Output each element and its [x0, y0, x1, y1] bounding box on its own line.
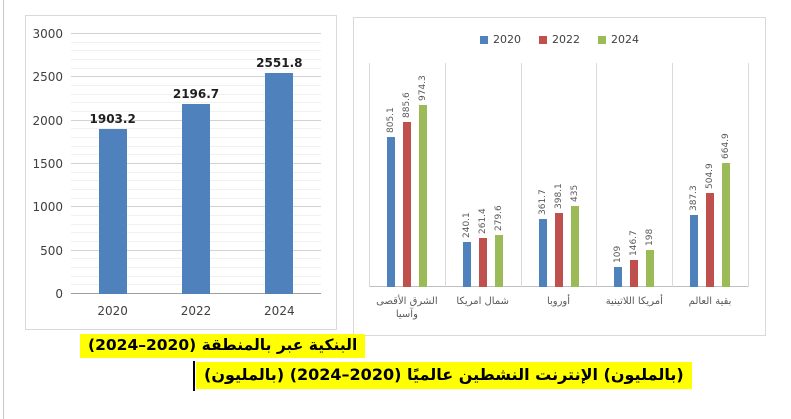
- y-tick-label: 3000: [32, 27, 63, 41]
- y-tick-label: 0: [55, 287, 63, 301]
- gridline: [71, 59, 321, 60]
- panel-separator: [672, 63, 673, 287]
- bar-2022: [182, 103, 210, 294]
- y-tick-label: 1500: [32, 157, 63, 171]
- panel-separator: [748, 63, 749, 287]
- bar-2020: [690, 214, 699, 287]
- x-tick-label: 2020: [97, 304, 128, 318]
- text-cursor: [193, 361, 195, 391]
- caption-internet-users: (بالمليون) الإنترنت النشطين عالميًا (202…: [196, 362, 692, 389]
- bar-value-label-rotated: 146.7: [629, 229, 640, 256]
- bar-value-label: 2551.8: [256, 55, 303, 70]
- panel-separator: [596, 63, 597, 287]
- legend-swatch: [480, 35, 488, 44]
- gridline: [71, 67, 321, 69]
- panel-separator: [369, 63, 370, 287]
- page-left-border: [3, 0, 4, 419]
- panel-separator: [445, 63, 446, 287]
- bar-value-label-rotated: 435: [569, 184, 580, 202]
- panel-separator: [521, 63, 522, 287]
- chart-legend: 2020 2022 2024: [354, 33, 765, 46]
- bar-value-label-rotated: 361.7: [537, 189, 548, 216]
- legend-label: 2020: [493, 33, 521, 46]
- gridline: [71, 93, 321, 95]
- region-banking-chart: 1903.2 2196.7 2551.8 0 500 1000 1500 2000 2500 3…: [25, 15, 337, 330]
- gridline: [71, 76, 321, 78]
- legend-label: 2022: [552, 33, 580, 46]
- category-label: أوروبا: [546, 296, 571, 307]
- bar-2024: [722, 162, 731, 287]
- bar-value-label-rotated: 109: [613, 245, 624, 263]
- caption-region-banking: البنكية عبر بالمنطقة (2020–2024): [80, 334, 366, 358]
- bar-value-label-rotated: 398.1: [553, 182, 564, 209]
- bar-2022: [554, 212, 563, 287]
- right-chart-plot-area: 805.1 885.6 974.3 240.1 261.4 279.6 361.7 398.1…: [369, 63, 749, 287]
- legend-item-2020: 2020: [480, 33, 521, 46]
- bar-2022: [402, 121, 411, 287]
- bar-2020: [98, 129, 127, 294]
- internet-users-chart: 2020 2022 2024 805.1 885.6 974.3 240.1 261.4 27…: [353, 17, 766, 336]
- gridline: [71, 41, 321, 43]
- x-tick-label: 2024: [264, 304, 295, 318]
- bar-2022: [630, 259, 639, 287]
- bar-value-label-rotated: 279.6: [493, 205, 504, 231]
- bar-2024: [646, 250, 655, 287]
- category-label: أمريكا اللاتينية: [605, 296, 663, 307]
- bar-value-label-rotated: 261.4: [477, 208, 488, 235]
- gridline: [71, 33, 321, 34]
- bar-2024: [265, 72, 294, 294]
- bar-2020: [538, 219, 547, 287]
- bar-2020: [614, 266, 623, 287]
- bar-2024: [494, 234, 503, 287]
- bar-2024: [570, 205, 579, 287]
- legend-swatch: [539, 35, 547, 44]
- bar-value-label-rotated: 664.9: [721, 133, 732, 159]
- left-chart-plot-area: 1903.2 2196.7 2551.8: [71, 33, 321, 294]
- legend-swatch: [598, 35, 606, 44]
- gridline: [71, 85, 321, 86]
- bar-2022: [478, 238, 487, 287]
- bar-value-label-rotated: 387.3: [689, 184, 700, 211]
- right-chart-category-labels: الشرق الأقصى وآسيا شمال امريكا أوروبا أمريك…: [369, 295, 748, 321]
- category-label: شمال امريكا: [456, 296, 510, 307]
- gridline: [71, 50, 321, 52]
- category-label: بقية العالم: [688, 296, 732, 307]
- bar-value-label-rotated: 974.3: [417, 75, 428, 102]
- bar-value-label-rotated: 504.9: [705, 162, 716, 189]
- bar-value-label: 1903.2: [89, 112, 136, 127]
- category-label: الشرق الأقصى وآسيا: [376, 296, 438, 320]
- y-tick-label: 2000: [32, 113, 63, 128]
- bar-value-label: 2196.7: [172, 86, 220, 101]
- x-tick-label: 2022: [180, 304, 212, 318]
- bar-value-label-rotated: 240.1: [461, 212, 472, 239]
- y-tick-label: 2500: [32, 70, 63, 85]
- bar-2020: [462, 242, 471, 287]
- bar-2024: [418, 105, 427, 287]
- legend-label: 2024: [611, 33, 639, 46]
- bar-value-label-rotated: 198: [645, 228, 656, 247]
- bar-2022: [706, 192, 715, 287]
- legend-item-2022: 2022: [539, 33, 580, 46]
- y-tick-label: 500: [40, 243, 63, 258]
- gridline: [71, 102, 321, 104]
- bar-value-label-rotated: 805.1: [385, 106, 396, 133]
- bar-2020: [386, 136, 395, 287]
- bar-value-label-rotated: 885.6: [401, 91, 412, 118]
- legend-item-2024: 2024: [598, 33, 639, 46]
- y-tick-label: 1000: [32, 200, 63, 215]
